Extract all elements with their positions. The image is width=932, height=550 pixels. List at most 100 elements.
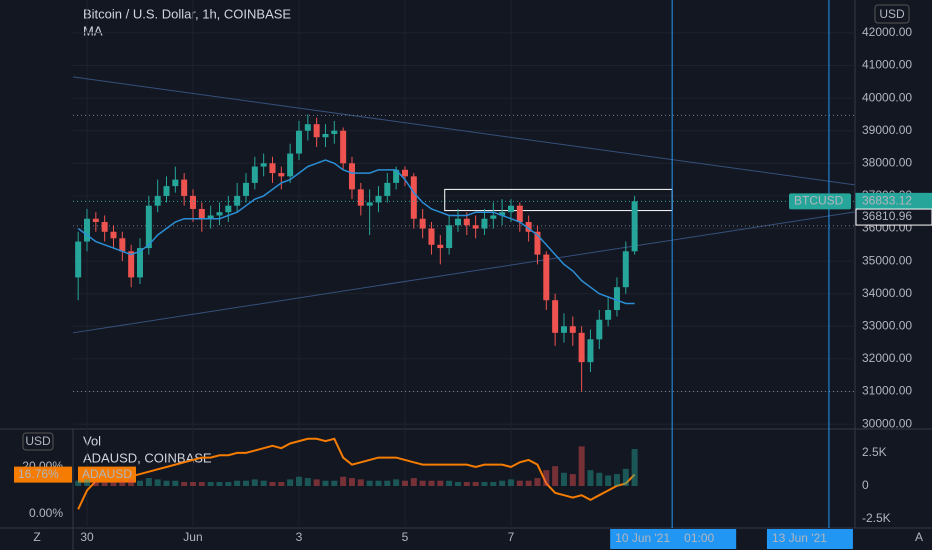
time-marker-label: 10 Jun '21	[615, 531, 670, 545]
candle-body	[242, 182, 249, 196]
volume-bar	[437, 480, 444, 486]
candle-body	[393, 169, 400, 183]
candle-body	[366, 202, 373, 206]
candle-body	[145, 205, 152, 249]
chart-title: Bitcoin / U.S. Dollar, 1h, COINBASE	[83, 6, 291, 21]
volume-bar	[419, 480, 426, 486]
candle-body	[454, 218, 461, 226]
candle-body	[110, 231, 117, 239]
volume-bar	[357, 479, 364, 486]
candle-body	[189, 195, 196, 209]
candle-body	[163, 186, 170, 196]
candle-body	[401, 169, 408, 177]
volume-bar	[154, 479, 161, 486]
volume-bar	[313, 479, 320, 486]
candle-body	[481, 218, 488, 229]
y-tick-label: 35000.00	[862, 253, 912, 267]
candle-body	[622, 251, 629, 288]
candle-body	[437, 244, 444, 249]
volume-bar	[560, 472, 567, 486]
volume-bar	[569, 474, 576, 486]
candle-body	[490, 215, 497, 219]
volume-bar	[295, 476, 302, 486]
vol-legend: Vol	[83, 433, 101, 448]
volume-bar	[101, 482, 108, 486]
symbol-tag-label: ADAUSD	[82, 467, 132, 481]
candle-body	[198, 208, 205, 219]
candle-body	[101, 221, 108, 232]
candle-body	[92, 218, 99, 222]
candle-body	[278, 173, 285, 177]
volume-bar	[454, 482, 461, 486]
time-marker	[766, 529, 853, 549]
candle-body	[136, 248, 143, 278]
candle-body	[357, 189, 364, 206]
candle-body	[154, 195, 161, 206]
candle-body	[340, 130, 347, 164]
volume-bar	[331, 480, 338, 486]
rectangle	[444, 188, 673, 212]
volume-bar	[92, 482, 99, 486]
unit[interactable]: USD	[879, 7, 905, 21]
volume-bar	[75, 480, 82, 486]
y2-tick-label: -2.5K	[862, 511, 891, 525]
y-tick-label: 31000.00	[862, 384, 912, 398]
volume-bar	[410, 478, 417, 486]
volume-bar	[587, 470, 594, 486]
candle-body	[128, 251, 135, 278]
volume-bar	[366, 480, 373, 486]
symbol-tag	[78, 466, 136, 483]
time-marker-time: 01:00	[684, 531, 714, 545]
candle-body	[472, 225, 479, 229]
candle-body	[75, 241, 82, 278]
candle-body	[216, 212, 223, 216]
time-marker-label: 13 Jun '21	[772, 531, 827, 545]
y-tick-label: 33000.00	[862, 318, 912, 332]
unit[interactable]: USD	[25, 434, 51, 448]
volume-bar	[136, 480, 143, 486]
candle-body	[534, 231, 541, 255]
volume-bar	[304, 478, 311, 486]
unit-box[interactable]	[22, 432, 54, 451]
volume-bar	[384, 480, 391, 486]
volume-bar	[578, 446, 585, 486]
symbol-tag	[789, 193, 851, 210]
ma-legend: MA	[83, 23, 103, 38]
volume-bar	[543, 470, 550, 486]
candle-body	[446, 225, 453, 249]
volume-bar	[507, 479, 514, 486]
volume-bar	[110, 482, 117, 486]
time-marker	[610, 529, 737, 549]
y-tick-label: 40000.00	[862, 90, 912, 104]
volume-bar	[83, 479, 90, 486]
y-tick-label: 39000.00	[862, 123, 912, 137]
x-tick-label: 30	[80, 530, 94, 544]
candle-body	[269, 163, 276, 174]
volume-bar	[269, 482, 276, 486]
y-tick-label: 42000.00	[862, 25, 912, 39]
candle-body	[410, 176, 417, 219]
y-tick-label: 34000.00	[862, 286, 912, 300]
candle-body	[348, 163, 355, 190]
volume-bar	[225, 482, 232, 486]
candle-body	[552, 300, 559, 333]
volume-bar	[322, 480, 329, 486]
volume-bar	[260, 480, 267, 486]
candle-body	[119, 238, 126, 252]
candle-body	[260, 163, 267, 167]
volume-bar	[340, 476, 347, 486]
candle-body	[419, 218, 426, 229]
candle-body	[384, 182, 391, 196]
unit-box[interactable]	[874, 4, 910, 24]
control[interactable]: A	[915, 530, 923, 544]
candle-body	[331, 130, 338, 134]
candle-body	[499, 212, 506, 216]
candle-body	[304, 124, 311, 131]
control[interactable]: Z	[33, 530, 40, 544]
volume-bar	[163, 480, 170, 486]
volume-bar	[375, 480, 382, 486]
volume-bar	[393, 479, 400, 486]
volume-bar	[242, 480, 249, 486]
volume-bar	[622, 468, 629, 486]
